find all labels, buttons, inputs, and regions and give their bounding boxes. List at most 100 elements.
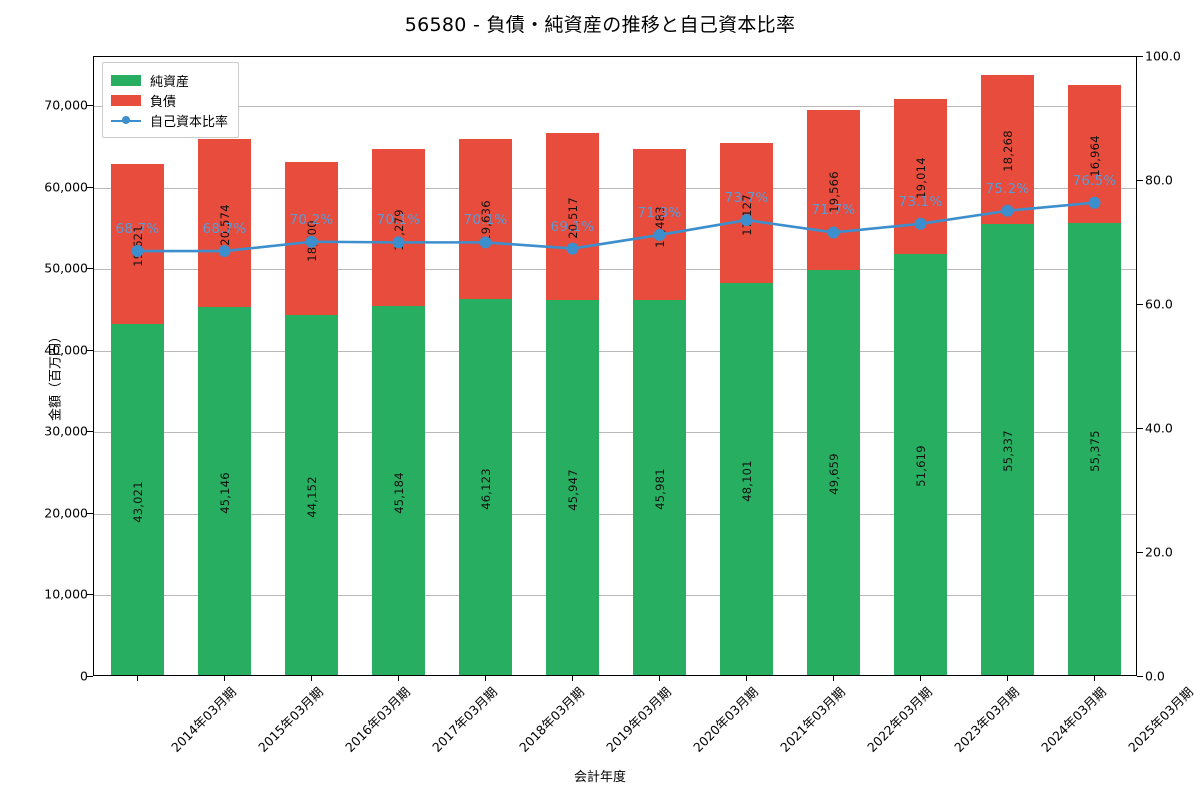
y-tick-mark-left bbox=[87, 676, 93, 677]
bar-value-label-equity: 48,101 bbox=[739, 460, 754, 502]
x-tick-label: 2025年03月期 bbox=[1124, 684, 1196, 755]
x-tick-label: 2020年03月期 bbox=[689, 684, 761, 755]
ratio-value-label: 76.5% bbox=[1072, 172, 1117, 189]
bar-segment-equity[interactable] bbox=[197, 306, 252, 675]
y-tick-mark-right bbox=[1137, 304, 1143, 305]
bar-segment-equity[interactable] bbox=[1067, 223, 1122, 675]
y-tick-label-left: 60,000 bbox=[44, 179, 88, 195]
bar-column[interactable] bbox=[893, 55, 948, 675]
x-tick-mark bbox=[571, 676, 573, 681]
y-tick-label-left: 50,000 bbox=[44, 260, 88, 276]
bar-column[interactable] bbox=[110, 55, 165, 675]
x-tick-label: 2016年03月期 bbox=[341, 684, 413, 755]
legend-item-label: 自己資本比率 bbox=[150, 114, 229, 130]
ratio-value-label: 68.7% bbox=[202, 221, 247, 238]
bar-segment-liability[interactable] bbox=[980, 74, 1035, 224]
x-tick-mark bbox=[310, 676, 312, 681]
y-tick-mark-left bbox=[87, 104, 93, 106]
gridline bbox=[94, 350, 1136, 352]
bar-value-label-equity: 49,659 bbox=[826, 453, 841, 496]
y-tick-mark-left bbox=[87, 186, 93, 188]
gridline bbox=[94, 432, 1136, 434]
x-tick-mark bbox=[223, 676, 225, 681]
bar-value-label-equity: 55,375 bbox=[1087, 430, 1102, 472]
bar-column[interactable] bbox=[980, 55, 1035, 675]
x-tick-mark bbox=[397, 676, 399, 681]
gridline bbox=[94, 595, 1136, 597]
ratio-value-label: 70.1% bbox=[463, 212, 508, 229]
y-tick-label-right: 100.0 bbox=[1145, 48, 1181, 64]
bar-segment-equity[interactable] bbox=[110, 324, 165, 675]
x-tick-mark bbox=[745, 676, 747, 681]
bar-value-label-liability: 16,964 bbox=[1087, 135, 1102, 177]
gridline bbox=[94, 187, 1136, 189]
bar-segment-equity[interactable] bbox=[284, 314, 339, 675]
x-tick-label: 2015年03月期 bbox=[254, 684, 326, 755]
bar-segment-equity[interactable] bbox=[545, 300, 600, 675]
bar-column[interactable] bbox=[197, 55, 252, 675]
bar-column[interactable] bbox=[545, 55, 600, 675]
bar-segment-equity[interactable] bbox=[371, 306, 426, 675]
y-tick-label-left: 0 bbox=[80, 668, 88, 684]
bar-segment-equity[interactable] bbox=[458, 298, 513, 675]
bar-value-label-equity: 45,981 bbox=[652, 468, 667, 511]
ratio-value-label: 73.7% bbox=[724, 190, 769, 207]
bar-segment-equity[interactable] bbox=[806, 269, 861, 675]
x-tick-label: 2023年03月期 bbox=[950, 684, 1022, 755]
legend-line-marker-icon bbox=[111, 115, 141, 126]
bar-column[interactable] bbox=[458, 55, 513, 675]
bar-segment-equity[interactable] bbox=[980, 223, 1035, 675]
bar-column[interactable] bbox=[371, 55, 426, 675]
y-tick-label-right: 0.0 bbox=[1145, 668, 1165, 684]
ratio-value-label: 73.1% bbox=[898, 193, 943, 210]
x-tick-mark bbox=[832, 676, 834, 681]
bar-value-label-liability: 18,268 bbox=[1000, 130, 1015, 172]
y-tick-mark-left bbox=[87, 431, 93, 433]
bar-column[interactable] bbox=[284, 55, 339, 675]
ratio-value-label: 75.2% bbox=[985, 180, 1030, 197]
bar-column[interactable] bbox=[806, 55, 861, 675]
y-tick-mark-left bbox=[87, 594, 93, 596]
y-tick-label-left: 20,000 bbox=[44, 505, 88, 521]
x-tick-label: 2014年03月期 bbox=[167, 684, 239, 755]
x-tick-label: 2018年03月期 bbox=[515, 684, 587, 755]
ratio-value-label: 71.3% bbox=[637, 204, 682, 221]
legend-item[interactable]: 負債 bbox=[111, 90, 228, 110]
legend-item-label: 純資産 bbox=[150, 74, 190, 90]
legend-swatch-icon bbox=[111, 94, 141, 106]
bar-value-label-equity: 46,123 bbox=[478, 468, 493, 510]
bar-column[interactable] bbox=[719, 55, 774, 675]
y-tick-label-left: 10,000 bbox=[44, 586, 88, 602]
bar-value-label-equity: 43,021 bbox=[130, 480, 145, 523]
y-tick-label-right: 80.0 bbox=[1145, 172, 1173, 188]
bar-segment-equity[interactable] bbox=[893, 253, 948, 675]
bar-segment-equity[interactable] bbox=[719, 282, 774, 675]
x-tick-label: 2024年03月期 bbox=[1037, 684, 1109, 755]
y-tick-label-right: 20.0 bbox=[1145, 544, 1173, 560]
x-tick-mark bbox=[136, 676, 138, 681]
ratio-value-label: 69.1% bbox=[550, 218, 595, 235]
y-tick-label-right: 60.0 bbox=[1145, 296, 1173, 312]
bar-column[interactable] bbox=[632, 55, 687, 675]
x-tick-mark bbox=[1093, 676, 1095, 681]
plot-area: 43,021 19,621 45,146 20,574 44,152 18,700 45,1… bbox=[93, 56, 1137, 676]
bar-segment-equity[interactable] bbox=[632, 299, 687, 675]
gridline bbox=[94, 105, 1136, 107]
bar-value-label-equity: 45,146 bbox=[217, 472, 232, 514]
legend-item[interactable]: 自己資本比率 bbox=[111, 110, 228, 130]
legend-item[interactable]: 純資産 bbox=[111, 70, 228, 90]
ratio-value-label: 71.7% bbox=[811, 202, 856, 219]
y-tick-mark-left bbox=[87, 349, 93, 351]
y-tick-mark-left bbox=[87, 512, 93, 514]
y-tick-mark-left bbox=[87, 268, 93, 270]
gridline bbox=[94, 513, 1136, 515]
ratio-value-label: 68.7% bbox=[115, 221, 160, 238]
x-tick-label: 2017年03月期 bbox=[428, 684, 500, 755]
ratio-value-label: 70.2% bbox=[289, 211, 334, 228]
x-tick-mark bbox=[484, 676, 486, 681]
x-tick-label: 2019年03月期 bbox=[602, 684, 674, 755]
y-tick-mark-right bbox=[1137, 180, 1143, 181]
bar-column[interactable] bbox=[1067, 55, 1122, 675]
y-tick-mark-right bbox=[1137, 676, 1143, 677]
x-tick-label: 2022年03月期 bbox=[863, 684, 935, 755]
